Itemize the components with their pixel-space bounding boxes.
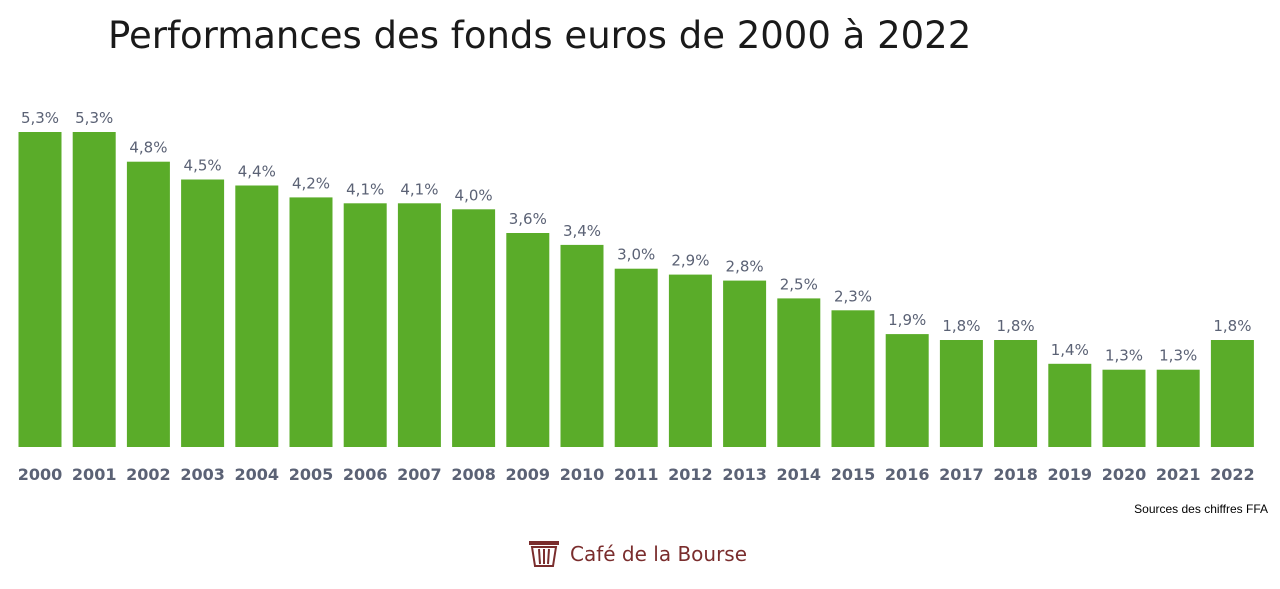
value-label-2022: 1,8% <box>1213 317 1251 335</box>
value-label-2013: 2,8% <box>726 258 764 276</box>
bar-2005 <box>289 197 333 447</box>
bar-2013 <box>723 280 767 447</box>
bar-2011 <box>614 268 658 447</box>
category-label-2018: 2018 <box>993 465 1038 484</box>
category-label-2015: 2015 <box>831 465 876 484</box>
bar-2017 <box>939 340 983 447</box>
basket-logo-icon <box>529 541 559 567</box>
value-label-2015: 2,3% <box>834 287 872 305</box>
value-label-2012: 2,9% <box>671 252 709 270</box>
bar-chart: 5,3% 5,3% 4,8% 4,5% 4,4% 4,2% 4,1% 4,1% 4,0% 3,6%… <box>18 109 1255 484</box>
bar-2007 <box>397 203 441 447</box>
bar-2006 <box>343 203 387 447</box>
bar-2001 <box>72 132 116 447</box>
category-label-2007: 2007 <box>397 465 442 484</box>
bars-group <box>18 132 1254 447</box>
bar-2016 <box>885 334 929 447</box>
category-label-2003: 2003 <box>180 465 225 484</box>
category-label-2008: 2008 <box>451 465 496 484</box>
bar-2014 <box>777 298 821 447</box>
category-label-2021: 2021 <box>1156 465 1201 484</box>
category-label-2016: 2016 <box>885 465 930 484</box>
category-label-2006: 2006 <box>343 465 388 484</box>
bar-2010 <box>560 244 604 447</box>
value-label-2000: 5,3% <box>21 109 59 127</box>
value-label-2004: 4,4% <box>238 163 276 181</box>
category-label-2017: 2017 <box>939 465 984 484</box>
value-label-2006: 4,1% <box>346 180 384 198</box>
bar-2019 <box>1048 363 1092 447</box>
chart-title: Performances des fonds euros de 2000 à 2… <box>108 14 972 57</box>
bar-2015 <box>831 310 875 447</box>
category-label-2012: 2012 <box>668 465 713 484</box>
value-label-2009: 3,6% <box>509 210 547 228</box>
value-label-2005: 4,2% <box>292 174 330 192</box>
bar-2003 <box>181 179 225 447</box>
category-label-2000: 2000 <box>18 465 63 484</box>
value-label-2014: 2,5% <box>780 275 818 293</box>
category-label-2001: 2001 <box>72 465 117 484</box>
category-label-2009: 2009 <box>506 465 551 484</box>
category-label-2010: 2010 <box>560 465 605 484</box>
value-label-2010: 3,4% <box>563 222 601 240</box>
category-label-2014: 2014 <box>777 465 822 484</box>
brand-name: Café de la Bourse <box>570 542 748 566</box>
value-label-2002: 4,8% <box>129 139 167 157</box>
category-label-2011: 2011 <box>614 465 659 484</box>
bar-2012 <box>668 274 712 447</box>
category-label-2005: 2005 <box>289 465 334 484</box>
bar-2020 <box>1102 369 1146 447</box>
value-label-2011: 3,0% <box>617 246 655 264</box>
category-labels-group: 2000 2001 2002 2003 2004 2005 2006 2007 2008 2009… <box>18 465 1255 484</box>
value-label-2018: 1,8% <box>997 317 1035 335</box>
bar-2022 <box>1210 340 1254 447</box>
value-label-2001: 5,3% <box>75 109 113 127</box>
value-label-2007: 4,1% <box>400 180 438 198</box>
bar-2008 <box>452 209 496 447</box>
bar-2004 <box>235 185 279 447</box>
value-label-2020: 1,3% <box>1105 347 1143 365</box>
value-label-2021: 1,3% <box>1159 347 1197 365</box>
value-label-2016: 1,9% <box>888 311 926 329</box>
category-label-2019: 2019 <box>1048 465 1093 484</box>
category-label-2013: 2013 <box>722 465 767 484</box>
bar-2009 <box>506 233 550 447</box>
source-note: Sources des chiffres FFA <box>1134 502 1268 516</box>
value-label-2017: 1,8% <box>942 317 980 335</box>
bar-2021 <box>1156 369 1200 447</box>
value-labels-group: 5,3% 5,3% 4,8% 4,5% 4,4% 4,2% 4,1% 4,1% 4,0% 3,6%… <box>21 109 1252 365</box>
value-label-2008: 4,0% <box>455 186 493 204</box>
category-label-2020: 2020 <box>1102 465 1147 484</box>
bar-2000 <box>18 132 62 447</box>
value-label-2003: 4,5% <box>184 157 222 175</box>
category-label-2022: 2022 <box>1210 465 1255 484</box>
value-label-2019: 1,4% <box>1051 341 1089 359</box>
bar-2018 <box>994 340 1038 447</box>
bar-2002 <box>126 161 170 447</box>
category-label-2002: 2002 <box>126 465 171 484</box>
category-label-2004: 2004 <box>235 465 280 484</box>
brand-logo: Café de la Bourse <box>526 539 747 569</box>
